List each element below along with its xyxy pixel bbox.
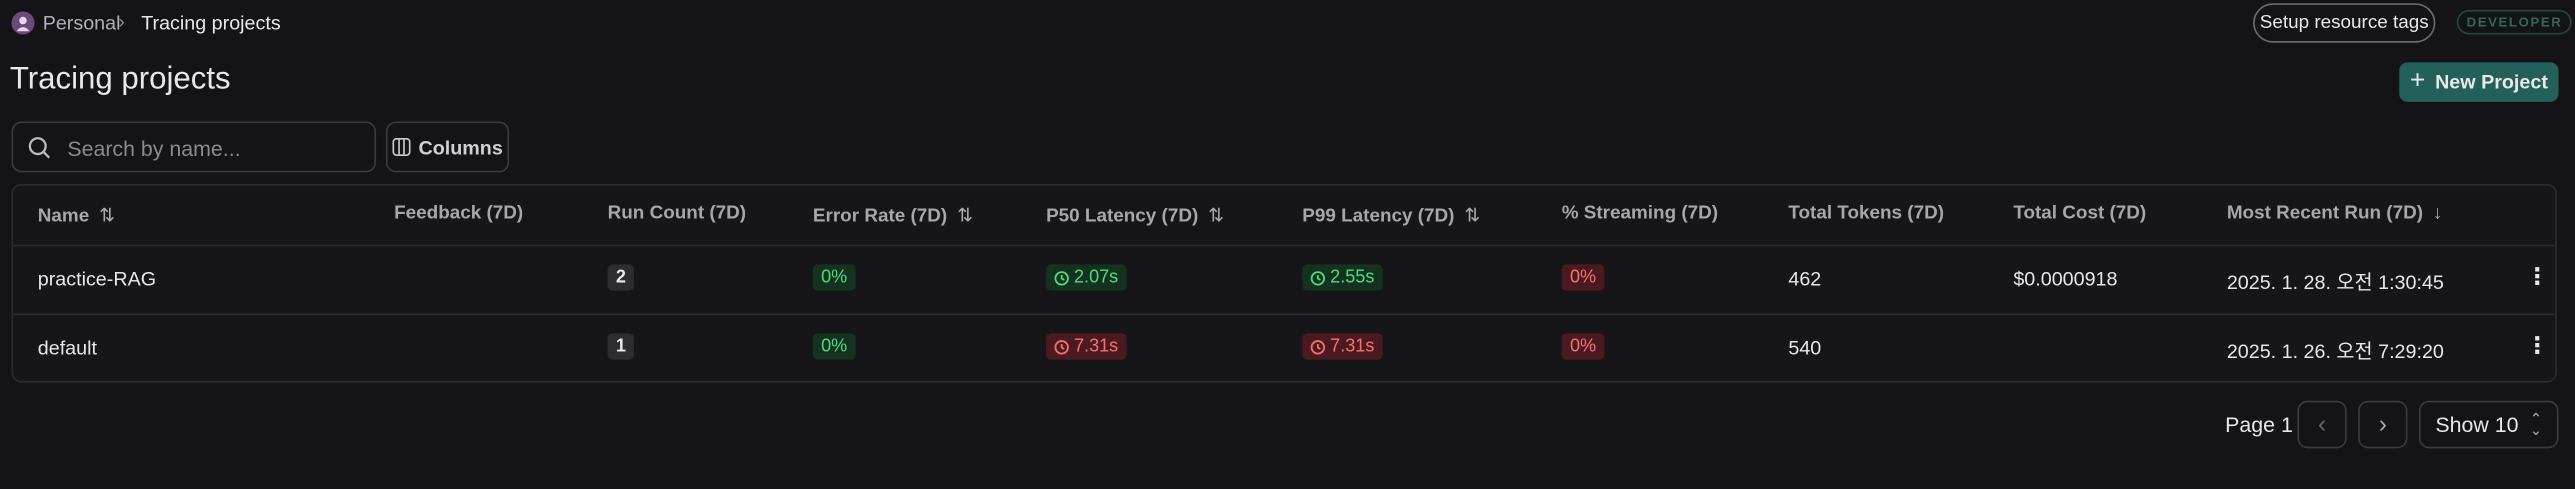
latency-badge: 2.07s bbox=[1046, 264, 1127, 291]
sort-icon: ⇅ bbox=[957, 206, 973, 227]
cell-text: 540 bbox=[1788, 336, 1822, 360]
cell-p99: 2.55s bbox=[1302, 264, 1383, 291]
cell-text: 2025. 1. 28. 오전 1:30:45 bbox=[2226, 270, 2444, 294]
column-header-label: P99 Latency (7D) bbox=[1302, 206, 1455, 227]
column-header: Run Count (7D) bbox=[608, 204, 746, 224]
cell-cost: $0.0000918 bbox=[2013, 268, 2117, 291]
cell-tokens: 462 bbox=[1788, 268, 1821, 291]
env-badge: DEVELOPER bbox=[2456, 9, 2573, 35]
row-divider bbox=[13, 244, 2556, 247]
column-header: Feedback (7D) bbox=[394, 204, 523, 224]
new-project-button[interactable]: + New Project bbox=[2399, 62, 2559, 102]
sort-icon: ↓ bbox=[2432, 203, 2443, 224]
clock-icon bbox=[1310, 339, 1326, 354]
column-header[interactable]: Most Recent Run (7D) ↓ bbox=[2227, 204, 2443, 224]
column-header: % Streaming (7D) bbox=[1562, 204, 1718, 224]
page-size-label: Show 10 bbox=[2435, 412, 2519, 437]
column-header[interactable]: Error Rate (7D) ⇅ bbox=[813, 204, 973, 227]
breadcrumb-current: Tracing projects bbox=[141, 11, 281, 35]
cell-run-count: 1 bbox=[607, 333, 635, 360]
column-header-label: P50 Latency (7D) bbox=[1046, 206, 1199, 227]
sort-icon: ⇅ bbox=[99, 206, 115, 227]
setup-tags-label: Setup resource tags bbox=[2259, 13, 2429, 33]
cell-streaming: 0% bbox=[1561, 264, 1605, 291]
project-name[interactable]: default bbox=[37, 336, 97, 360]
latency-value: 7.31s bbox=[1330, 336, 1375, 357]
cell-p50: 2.07s bbox=[1046, 264, 1127, 291]
row-menu[interactable]: ⋮ bbox=[2525, 331, 2549, 358]
column-header[interactable]: Name ⇅ bbox=[38, 204, 115, 227]
cell-text: 462 bbox=[1788, 267, 1822, 291]
cell-run-count: 2 bbox=[607, 264, 635, 291]
latency-value: 2.07s bbox=[1073, 267, 1119, 288]
cell-text: $0.0000918 bbox=[2013, 267, 2118, 291]
column-header-label: Feedback (7D) bbox=[394, 203, 524, 224]
cell-error-rate: 0% bbox=[812, 264, 856, 291]
row-menu[interactable]: ⋮ bbox=[2525, 262, 2549, 290]
project-name[interactable]: practice-RAG bbox=[37, 267, 157, 291]
page-size-select[interactable]: Show 10 ⌃ ⌄ bbox=[2418, 400, 2559, 449]
avatar bbox=[11, 11, 35, 35]
cell-p99: 7.31s bbox=[1302, 333, 1383, 360]
breadcrumb-separator: › bbox=[118, 9, 125, 33]
cell-error-rate: 0% bbox=[812, 333, 856, 360]
column-header: Total Tokens (7D) bbox=[1788, 204, 1944, 224]
cell-name: practice-RAG bbox=[38, 268, 156, 291]
column-header[interactable]: P99 Latency (7D) ⇅ bbox=[1302, 204, 1480, 227]
latency-value: 2.55s bbox=[1330, 267, 1375, 288]
clock-icon bbox=[1054, 339, 1069, 354]
columns-icon bbox=[392, 137, 411, 157]
columns-label: Columns bbox=[418, 135, 503, 159]
column-header-label: Total Cost (7D) bbox=[2013, 203, 2147, 224]
select-chevrons: ⌃ ⌄ bbox=[2529, 409, 2543, 438]
search-box[interactable]: Search by name... bbox=[11, 121, 377, 173]
cell-name: default bbox=[38, 337, 97, 360]
error-rate-badge: 0% bbox=[812, 333, 856, 360]
error-rate-badge: 0% bbox=[812, 264, 856, 291]
column-header-label: Error Rate (7D) bbox=[812, 206, 948, 227]
column-header-label: % Streaming (7D) bbox=[1561, 203, 1719, 224]
clock-icon bbox=[1054, 270, 1069, 285]
run-count-badge: 1 bbox=[607, 333, 635, 360]
latency-badge: 7.31s bbox=[1046, 333, 1127, 360]
latency-badge: 7.31s bbox=[1302, 333, 1383, 360]
next-page-button[interactable]: › bbox=[2358, 400, 2408, 449]
latency-value: 7.31s bbox=[1073, 336, 1119, 357]
setup-tags-button[interactable]: Setup resource tags bbox=[2253, 3, 2436, 43]
new-project-label: New Project bbox=[2435, 70, 2548, 94]
column-header[interactable]: P50 Latency (7D) ⇅ bbox=[1046, 204, 1224, 227]
sort-icon: ⇅ bbox=[1464, 206, 1481, 227]
row-divider bbox=[13, 313, 2556, 316]
columns-button[interactable]: Columns bbox=[385, 121, 510, 173]
clock-icon bbox=[1310, 270, 1326, 285]
sort-icon: ⇅ bbox=[1208, 206, 1224, 227]
projects-table: Name ⇅ Feedback (7D) Run Count (7D) Error Ra… bbox=[11, 183, 2557, 383]
search-placeholder: Search by name... bbox=[67, 136, 241, 161]
column-header: Total Cost (7D) bbox=[2013, 204, 2146, 224]
streaming-badge: 0% bbox=[1561, 264, 1605, 291]
run-count-badge: 2 bbox=[607, 264, 635, 291]
plus-icon: + bbox=[2409, 67, 2426, 96]
column-header-label: Total Tokens (7D) bbox=[1788, 203, 1945, 224]
column-header-label: Run Count (7D) bbox=[607, 203, 747, 224]
breadcrumb-workspace[interactable]: Personal bbox=[42, 11, 121, 35]
prev-page-button[interactable]: ‹ bbox=[2297, 400, 2347, 449]
column-header-label: Name bbox=[37, 206, 90, 227]
cell-streaming: 0% bbox=[1561, 333, 1605, 360]
page-title: Tracing projects bbox=[9, 62, 231, 97]
cell-tokens: 540 bbox=[1788, 337, 1821, 360]
latency-badge: 2.55s bbox=[1302, 264, 1383, 291]
cell-recent: 2025. 1. 26. 오전 7:29:20 bbox=[2227, 337, 2444, 365]
page-indicator: Page 1 bbox=[2225, 412, 2293, 437]
search-icon bbox=[28, 137, 51, 159]
streaming-badge: 0% bbox=[1561, 333, 1605, 360]
cell-recent: 2025. 1. 28. 오전 1:30:45 bbox=[2227, 268, 2444, 296]
cell-text: 2025. 1. 26. 오전 7:29:20 bbox=[2226, 339, 2444, 363]
cell-p50: 7.31s bbox=[1046, 333, 1127, 360]
column-header-label: Most Recent Run (7D) bbox=[2226, 203, 2424, 224]
